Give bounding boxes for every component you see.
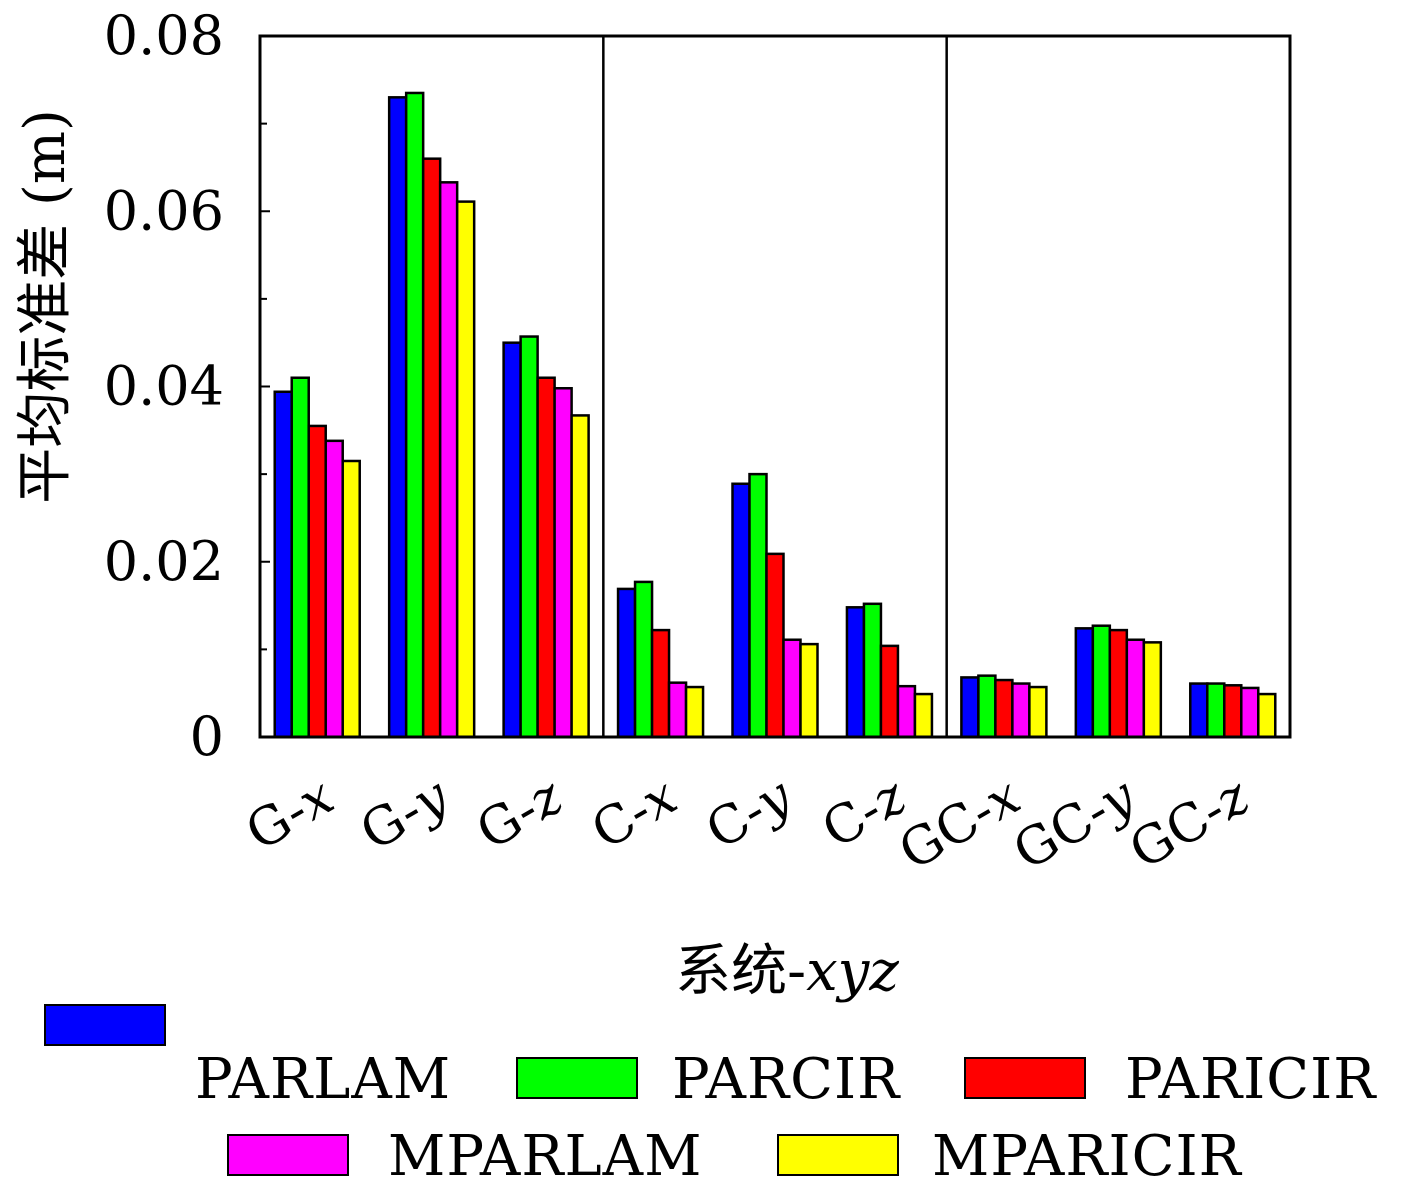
bar-mparlam-6 <box>1011 682 1031 739</box>
y-axis-label: 平均标准差 (m) <box>13 109 78 504</box>
bar-mparicir-0 <box>341 459 361 739</box>
legend-label-paricir: PARICIR <box>1125 1047 1377 1112</box>
x-axis: G-x G-y G-z C-x C-y C-zGC-xGC-yGC-z系统-xyz <box>236 766 1259 1004</box>
bar-parcir-2 <box>519 335 539 739</box>
bar-mparlam-5 <box>896 684 917 739</box>
legend-swatch-paricir <box>964 1057 1086 1099</box>
legend-swatch-mparicir <box>777 1134 899 1176</box>
bar-parlam-0 <box>273 390 293 739</box>
bar-paricir-4 <box>765 552 785 739</box>
bar-parlam-5 <box>845 606 866 739</box>
bar-parlam-6 <box>960 676 980 739</box>
legend-label-mparlam: MPARLAM <box>388 1124 702 1189</box>
legend-swatch-parlam <box>44 1004 166 1046</box>
bar-mparicir-2 <box>570 414 590 739</box>
legend-swatch-parcir <box>516 1057 638 1099</box>
bar-paricir-6 <box>994 678 1014 739</box>
bar-parcir-8 <box>1206 682 1226 739</box>
bar-parlam-2 <box>502 341 522 739</box>
bar-parcir-3 <box>633 580 654 739</box>
bar-paricir-0 <box>307 424 327 739</box>
bar-mparlam-8 <box>1240 686 1260 739</box>
y-tick-label: 0.04 <box>104 355 224 418</box>
legend-swatch-mparlam <box>227 1134 349 1176</box>
bar-mparlam-7 <box>1125 638 1146 739</box>
x-tick-label: GC-x <box>889 766 1030 882</box>
x-tick-label: G-z <box>467 766 573 862</box>
bar-paricir-1 <box>421 157 442 739</box>
bar-parcir-0 <box>290 376 310 739</box>
x-tick-label: GC-y <box>1004 766 1146 882</box>
bar-mparicir-5 <box>913 692 934 739</box>
bar-parcir-6 <box>977 674 997 739</box>
bar-parlam-7 <box>1074 627 1095 739</box>
bar-mparlam-3 <box>667 681 688 739</box>
bar-parlam-4 <box>731 482 751 739</box>
bar-parcir-1 <box>404 91 425 739</box>
bar-paricir-3 <box>650 628 671 739</box>
x-tick-label: C-y <box>696 766 802 862</box>
x-tick-label: GC-z <box>1120 766 1260 881</box>
y-tick-label: 0.02 <box>104 530 224 593</box>
x-tick-label: C-x <box>582 766 687 861</box>
y-axis: 0 0.02 0.04 0.06 0.08 平均标准差 (m) <box>13 4 270 768</box>
bar-parcir-4 <box>748 472 768 739</box>
bar-mparlam-2 <box>553 387 573 739</box>
bar-paricir-5 <box>879 644 900 739</box>
bar-mparlam-1 <box>438 181 459 739</box>
bar-paricir-7 <box>1108 628 1129 739</box>
legend-label-parcir: PARCIR <box>672 1047 901 1112</box>
bar-mparicir-7 <box>1142 641 1163 739</box>
y-tick-label: 0.08 <box>104 4 224 67</box>
bar-paricir-2 <box>536 376 556 739</box>
bar-parlam-3 <box>616 587 637 739</box>
legend-label-parlam: PARLAM <box>195 1047 451 1112</box>
bar-parlam-8 <box>1189 682 1209 739</box>
bar-mparicir-3 <box>684 685 705 739</box>
bar-parcir-7 <box>1091 624 1112 739</box>
bar-mparicir-6 <box>1028 685 1048 739</box>
x-tick-label: G-y <box>351 766 459 863</box>
bar-mparicir-8 <box>1257 692 1277 739</box>
bar-parcir-5 <box>862 602 883 739</box>
plot-area <box>258 34 1292 739</box>
bar-mparlam-4 <box>782 638 802 739</box>
y-tick-label: 0.06 <box>104 179 224 242</box>
legend-label-mparicir: MPARICIR <box>932 1124 1243 1189</box>
legend: PARLAM PARCIR PARICIR MPARLAM MPARICIR <box>44 1004 1377 1189</box>
x-tick-label: G-x <box>236 766 343 863</box>
y-tick-label: 0 <box>190 705 224 768</box>
bar-parlam-1 <box>387 96 408 739</box>
x-axis-label: 系统-xyz <box>675 939 899 1004</box>
bar-mparicir-1 <box>455 200 476 739</box>
bar-paricir-8 <box>1223 684 1243 739</box>
bar-mparicir-4 <box>799 642 819 739</box>
bar-mparlam-0 <box>324 439 344 739</box>
